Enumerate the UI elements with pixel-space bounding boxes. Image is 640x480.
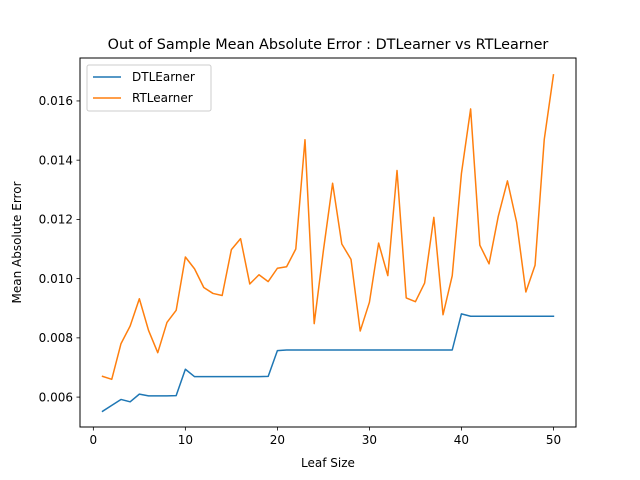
x-tick-label: 20	[270, 433, 285, 447]
x-axis-label: Leaf Size	[301, 456, 355, 470]
x-tick-label: 10	[178, 433, 193, 447]
legend-dtlearner-label: DTLEarner	[132, 70, 195, 84]
y-tick-label: 0.008	[39, 331, 73, 345]
plot-frame	[79, 57, 577, 428]
legend-rtlearner-label: RTLearner	[132, 91, 193, 105]
y-tick-label: 0.010	[39, 272, 73, 286]
series-line-dtlearner	[101, 313, 555, 413]
legend: DTLEarner RTLearner	[86, 64, 212, 112]
x-tick-label: 40	[454, 433, 469, 447]
y-axis-label: Mean Absolute Error	[10, 181, 24, 303]
chart-title: Out of Sample Mean Absolute Error : DTLe…	[108, 37, 549, 53]
y-tick-label: 0.006	[39, 390, 73, 404]
x-tick-label: 0	[90, 433, 98, 447]
y-tick-label: 0.012	[39, 213, 73, 227]
x-axis-ticks: 0 10 20 30 40 50	[90, 427, 561, 447]
y-axis-ticks: 0.006 0.008 0.010 0.012 0.014 0.016	[39, 94, 80, 404]
x-tick-label: 50	[546, 433, 561, 447]
x-tick-label: 30	[362, 433, 377, 447]
y-tick-label: 0.014	[39, 153, 73, 167]
plot-lines	[101, 74, 555, 413]
y-tick-label: 0.016	[39, 94, 73, 108]
series-line-rtlearner	[101, 74, 555, 381]
